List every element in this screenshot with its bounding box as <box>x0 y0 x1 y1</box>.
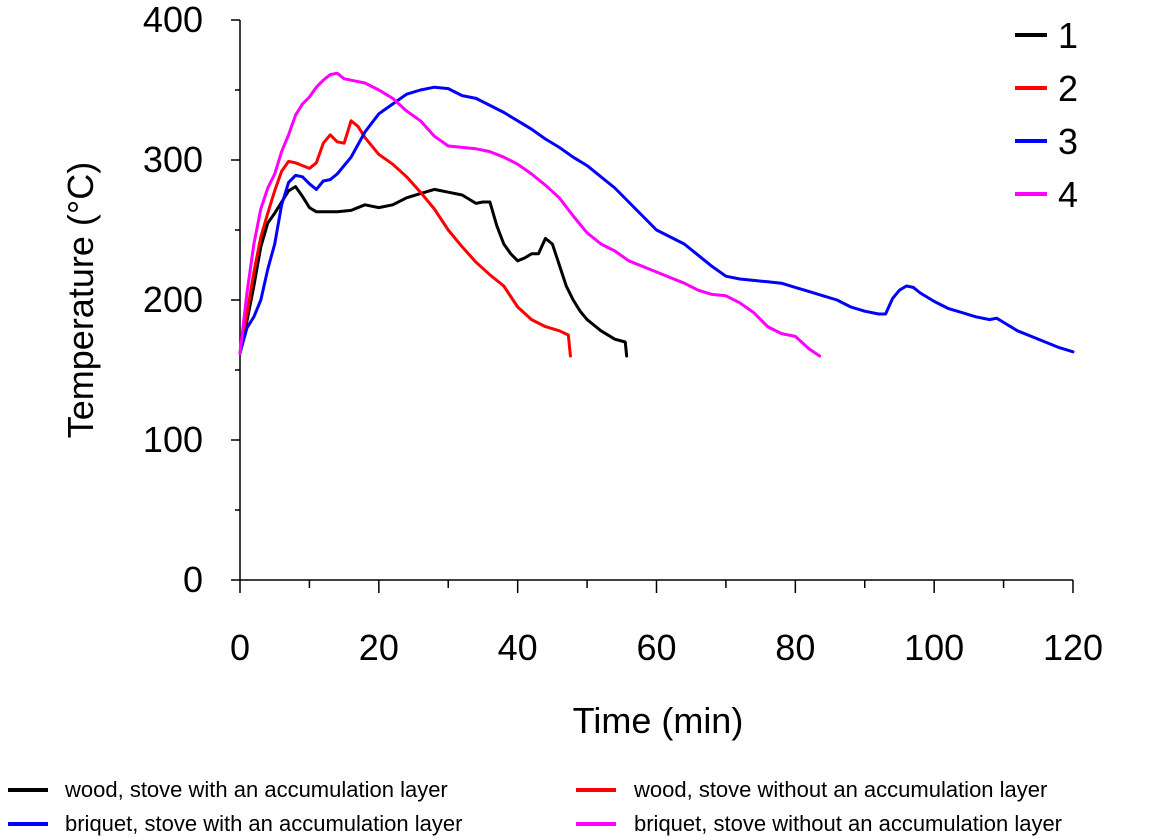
bottom-legend-label: briquet, stove with an accumulation laye… <box>65 811 462 836</box>
x-tick-label: 120 <box>1043 627 1103 668</box>
x-tick-label: 60 <box>636 627 676 668</box>
x-tick-label: 80 <box>775 627 815 668</box>
top-legend: 1 2 3 4 <box>1015 15 1078 215</box>
x-axis-title: Time (min) <box>573 700 744 741</box>
series-1-line <box>238 185 629 358</box>
y-tick-label: 200 <box>143 279 203 320</box>
legend-label-2: 2 <box>1058 68 1078 109</box>
legend-label-1: 1 <box>1058 15 1078 56</box>
series-3-line <box>238 85 1075 355</box>
series-4-line <box>238 71 822 358</box>
y-tick-label: 400 <box>143 0 203 40</box>
series-2-line <box>238 119 572 358</box>
axes: 0 100 200 300 400 0 20 40 60 80 100 120 <box>143 0 1103 668</box>
x-tick-label: 20 <box>359 627 399 668</box>
y-tick-label: 100 <box>143 419 203 460</box>
bottom-legend-label: wood, stove without an accumulation laye… <box>633 777 1047 802</box>
legend-label-3: 3 <box>1058 121 1078 162</box>
bottom-legend-label: briquet, stove without an accumulation l… <box>634 811 1062 836</box>
x-tick-label: 0 <box>230 627 250 668</box>
x-tick-label: 100 <box>904 627 964 668</box>
series-layer <box>238 71 1075 358</box>
bottom-legend-label: wood, stove with an accumulation layer <box>64 777 448 802</box>
legend-label-4: 4 <box>1058 174 1078 215</box>
y-tick-label: 0 <box>183 559 203 600</box>
y-tick-label: 300 <box>143 139 203 180</box>
bottom-legend: wood, stove with an accumulation layer wo… <box>8 777 1062 836</box>
x-tick-label: 40 <box>498 627 538 668</box>
y-axis-title: Temperature (°C) <box>60 162 101 438</box>
